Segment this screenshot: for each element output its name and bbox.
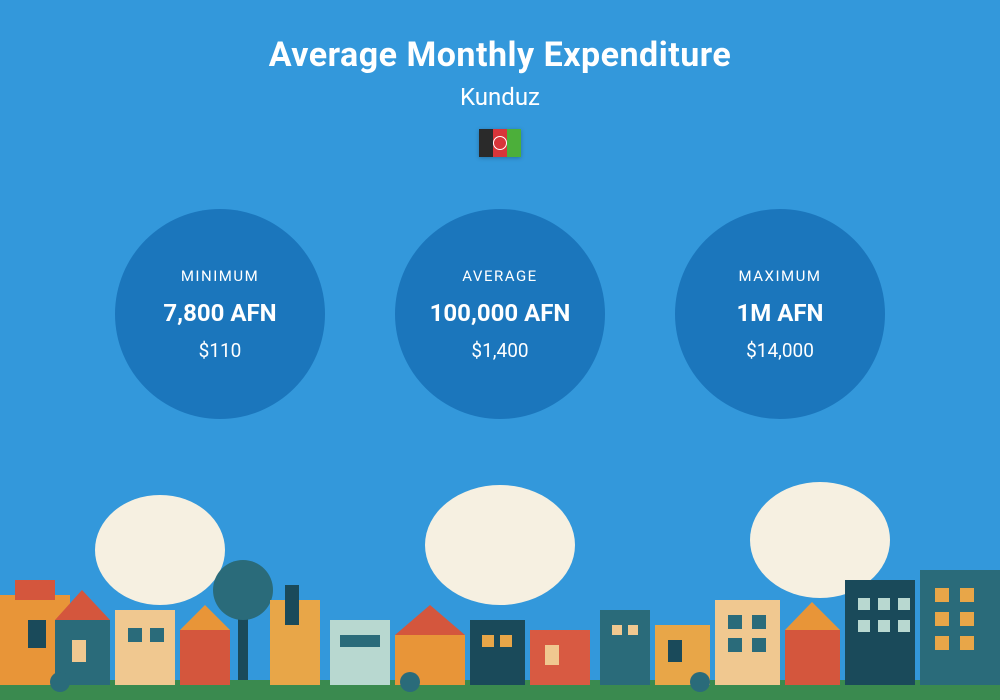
flag-stripe-2 (493, 129, 507, 157)
stat-label: MAXIMUM (739, 267, 822, 285)
stat-value: 1M AFN (737, 299, 824, 327)
stat-value: 7,800 AFN (163, 299, 276, 327)
flag-emblem-icon (493, 136, 507, 150)
flag-stripe-1 (479, 129, 493, 157)
location-subtitle: Kunduz (0, 83, 1000, 111)
stat-usd: $1,400 (471, 339, 528, 362)
stat-usd: $110 (199, 339, 242, 362)
cityscape-illustration (0, 480, 1000, 700)
stat-circle-average: AVERAGE 100,000 AFN $1,400 (395, 209, 605, 419)
stat-usd: $14,000 (746, 339, 814, 362)
stat-value: 100,000 AFN (430, 299, 571, 327)
country-flag-icon (479, 129, 521, 157)
stat-circles-row: MINIMUM 7,800 AFN $110 AVERAGE 100,000 A… (0, 209, 1000, 419)
stat-circle-minimum: MINIMUM 7,800 AFN $110 (115, 209, 325, 419)
stat-label: MINIMUM (181, 267, 259, 285)
header: Average Monthly Expenditure Kunduz (0, 0, 1000, 161)
stat-label: AVERAGE (462, 267, 537, 285)
page-title: Average Monthly Expenditure (0, 35, 1000, 75)
stat-circle-maximum: MAXIMUM 1M AFN $14,000 (675, 209, 885, 419)
flag-stripe-3 (507, 129, 521, 157)
